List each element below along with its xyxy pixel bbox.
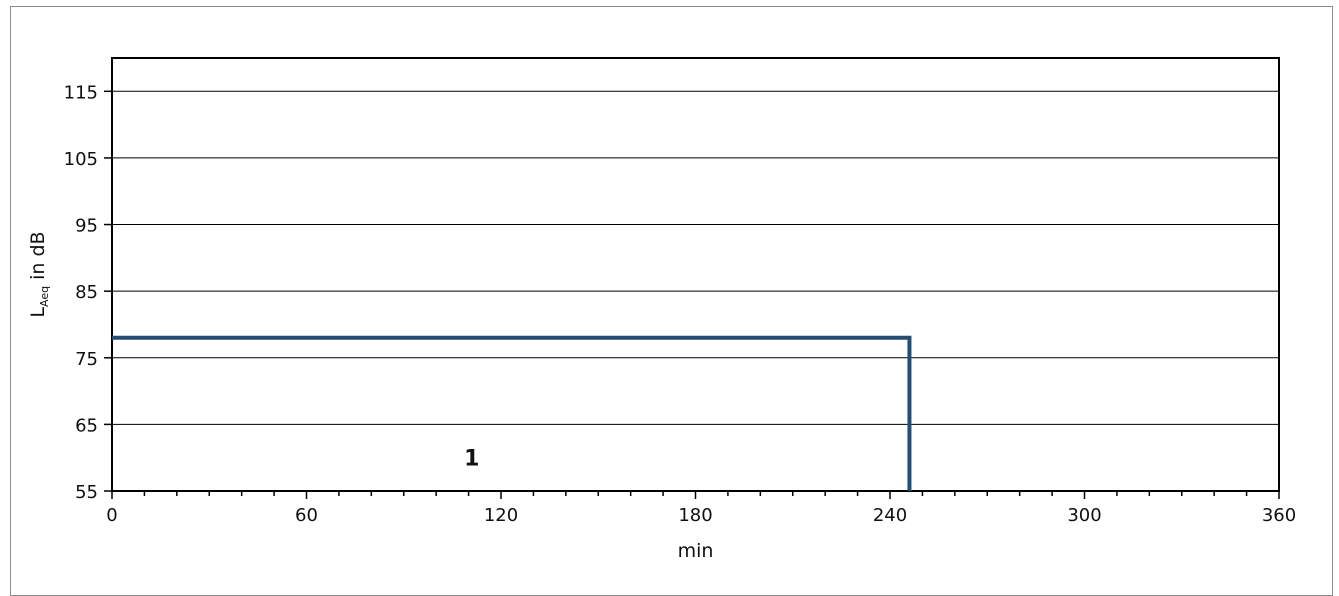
y-tick-label: 95 xyxy=(75,216,98,237)
y-axis-unit: in dB xyxy=(27,231,49,286)
y-tick-label: 65 xyxy=(75,415,98,436)
series-line xyxy=(112,335,912,491)
x-tick-label: 360 xyxy=(1262,505,1296,526)
annotations: 1 xyxy=(464,447,479,472)
y-tick-label: 115 xyxy=(64,82,98,103)
axis-ticks xyxy=(104,90,1280,499)
y-tick-label: 85 xyxy=(75,282,98,303)
y-tick-label: 105 xyxy=(64,149,98,170)
grid-lines xyxy=(112,90,1279,425)
x-tick-label: 180 xyxy=(678,505,712,526)
series-lines xyxy=(112,335,912,491)
y-tick-label: 55 xyxy=(75,482,98,503)
y-axis-title: LAeq in dB xyxy=(27,231,51,317)
tick-labels: 55 65 75 85 95 105 115 0 60 120 180 240 300 360 xyxy=(64,82,1297,526)
x-tick-label: 300 xyxy=(1067,505,1101,526)
x-tick-label: 120 xyxy=(484,505,518,526)
plot-area xyxy=(111,57,1280,492)
x-axis-title: min xyxy=(678,540,714,562)
annotation-label: 1 xyxy=(464,447,479,472)
y-axis-subscript: Aeq xyxy=(38,286,51,307)
x-tick-label: 240 xyxy=(873,505,907,526)
x-tick-label: 60 xyxy=(295,505,318,526)
y-tick-label: 75 xyxy=(75,349,98,370)
x-tick-label: 0 xyxy=(106,505,117,526)
y-axis-symbol: L xyxy=(27,307,49,318)
